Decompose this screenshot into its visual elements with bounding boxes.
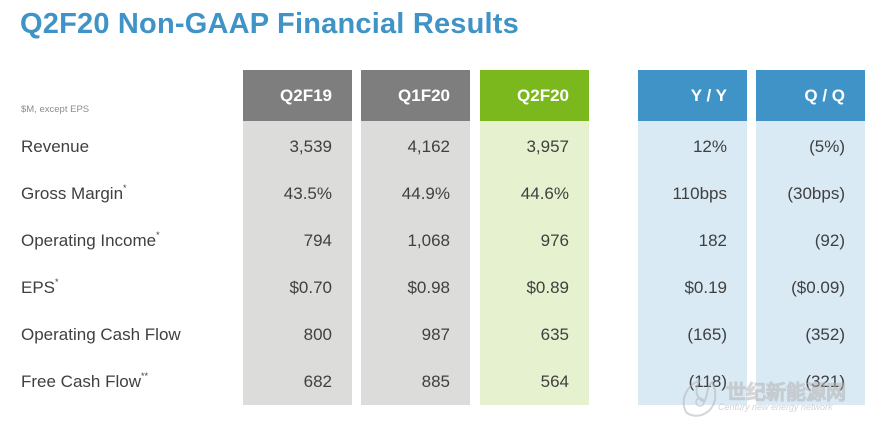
watermark-subtext: Century new energy network <box>718 402 833 412</box>
footnote-mark: * <box>156 230 160 240</box>
table-cell: 885 <box>421 372 450 391</box>
row-label: Operating Income* <box>21 230 160 251</box>
units-note: $M, except EPS <box>21 104 90 115</box>
table-cell: 3,957 <box>526 137 569 156</box>
column-q1f20-background <box>361 121 470 405</box>
row-label: Free Cash Flow** <box>21 371 148 392</box>
footnote-mark: * <box>123 183 127 193</box>
row-label: Operating Cash Flow <box>21 325 181 345</box>
table-cell: 794 <box>303 231 332 250</box>
table-cell: 976 <box>540 231 569 250</box>
table-cell: (92) <box>814 231 845 250</box>
table-cell: (352) <box>805 325 845 344</box>
table-cell: 4,162 <box>407 137 450 156</box>
column-yy-background <box>638 121 747 405</box>
table-cell: 182 <box>698 231 727 250</box>
table-cell: ($0.09) <box>791 278 845 297</box>
row-label: Gross Margin* <box>21 183 127 204</box>
table-cell: 987 <box>421 325 450 344</box>
column-q2f20-background <box>480 121 589 405</box>
row-label-text: EPS <box>21 278 56 297</box>
table-cell: 1,068 <box>407 231 450 250</box>
column-header-yy: Y / Y <box>638 70 747 121</box>
table-cell: (30bps) <box>787 184 845 203</box>
row-label-text: Operating Cash Flow <box>21 325 181 344</box>
table-cell: 682 <box>303 372 332 391</box>
row-label-text: Gross Margin <box>21 184 124 203</box>
column-header-q2f19: Q2F19 <box>243 70 352 121</box>
footnote-mark: ** <box>140 371 148 381</box>
table-cell: (5%) <box>809 137 845 156</box>
table-cell: (165) <box>687 325 727 344</box>
row-label-text: Operating Income <box>21 231 157 250</box>
table-cell: (321) <box>805 372 845 391</box>
table-cell: 44.9% <box>401 184 450 203</box>
column-q2f19-background <box>243 121 352 405</box>
row-label-text: Free Cash Flow <box>21 372 141 391</box>
table-cell: 564 <box>540 372 569 391</box>
footnote-mark: * <box>55 277 59 287</box>
table-cell: 12% <box>692 137 727 156</box>
page-title: Q2F20 Non-GAAP Financial Results <box>20 8 519 40</box>
row-label: Revenue <box>21 137 89 157</box>
watermark: 世纪新能源网 Century new energy network <box>678 372 878 422</box>
table-cell: $0.70 <box>289 278 332 297</box>
table-cell: 43.5% <box>283 184 332 203</box>
table-cell: 110bps <box>672 184 727 203</box>
column-header-q1f20: Q1F20 <box>361 70 470 121</box>
row-label-text: Revenue <box>21 137 90 156</box>
table-cell: $0.98 <box>407 278 450 297</box>
table-cell: 635 <box>540 325 569 344</box>
table-cell: $0.89 <box>526 278 569 297</box>
watermark-text: 世纪新能源网 <box>726 380 847 405</box>
table-cell: $0.19 <box>684 278 727 297</box>
watermark-logo-icon <box>682 377 717 417</box>
table-cell: 44.6% <box>520 184 569 203</box>
table-cell: 800 <box>303 325 332 344</box>
column-header-qq: Q / Q <box>756 70 865 121</box>
column-header-q2f20: Q2F20 <box>480 70 589 121</box>
column-qq-background <box>756 121 865 405</box>
row-label: EPS* <box>21 277 59 298</box>
table-cell: 3,539 <box>289 137 332 156</box>
